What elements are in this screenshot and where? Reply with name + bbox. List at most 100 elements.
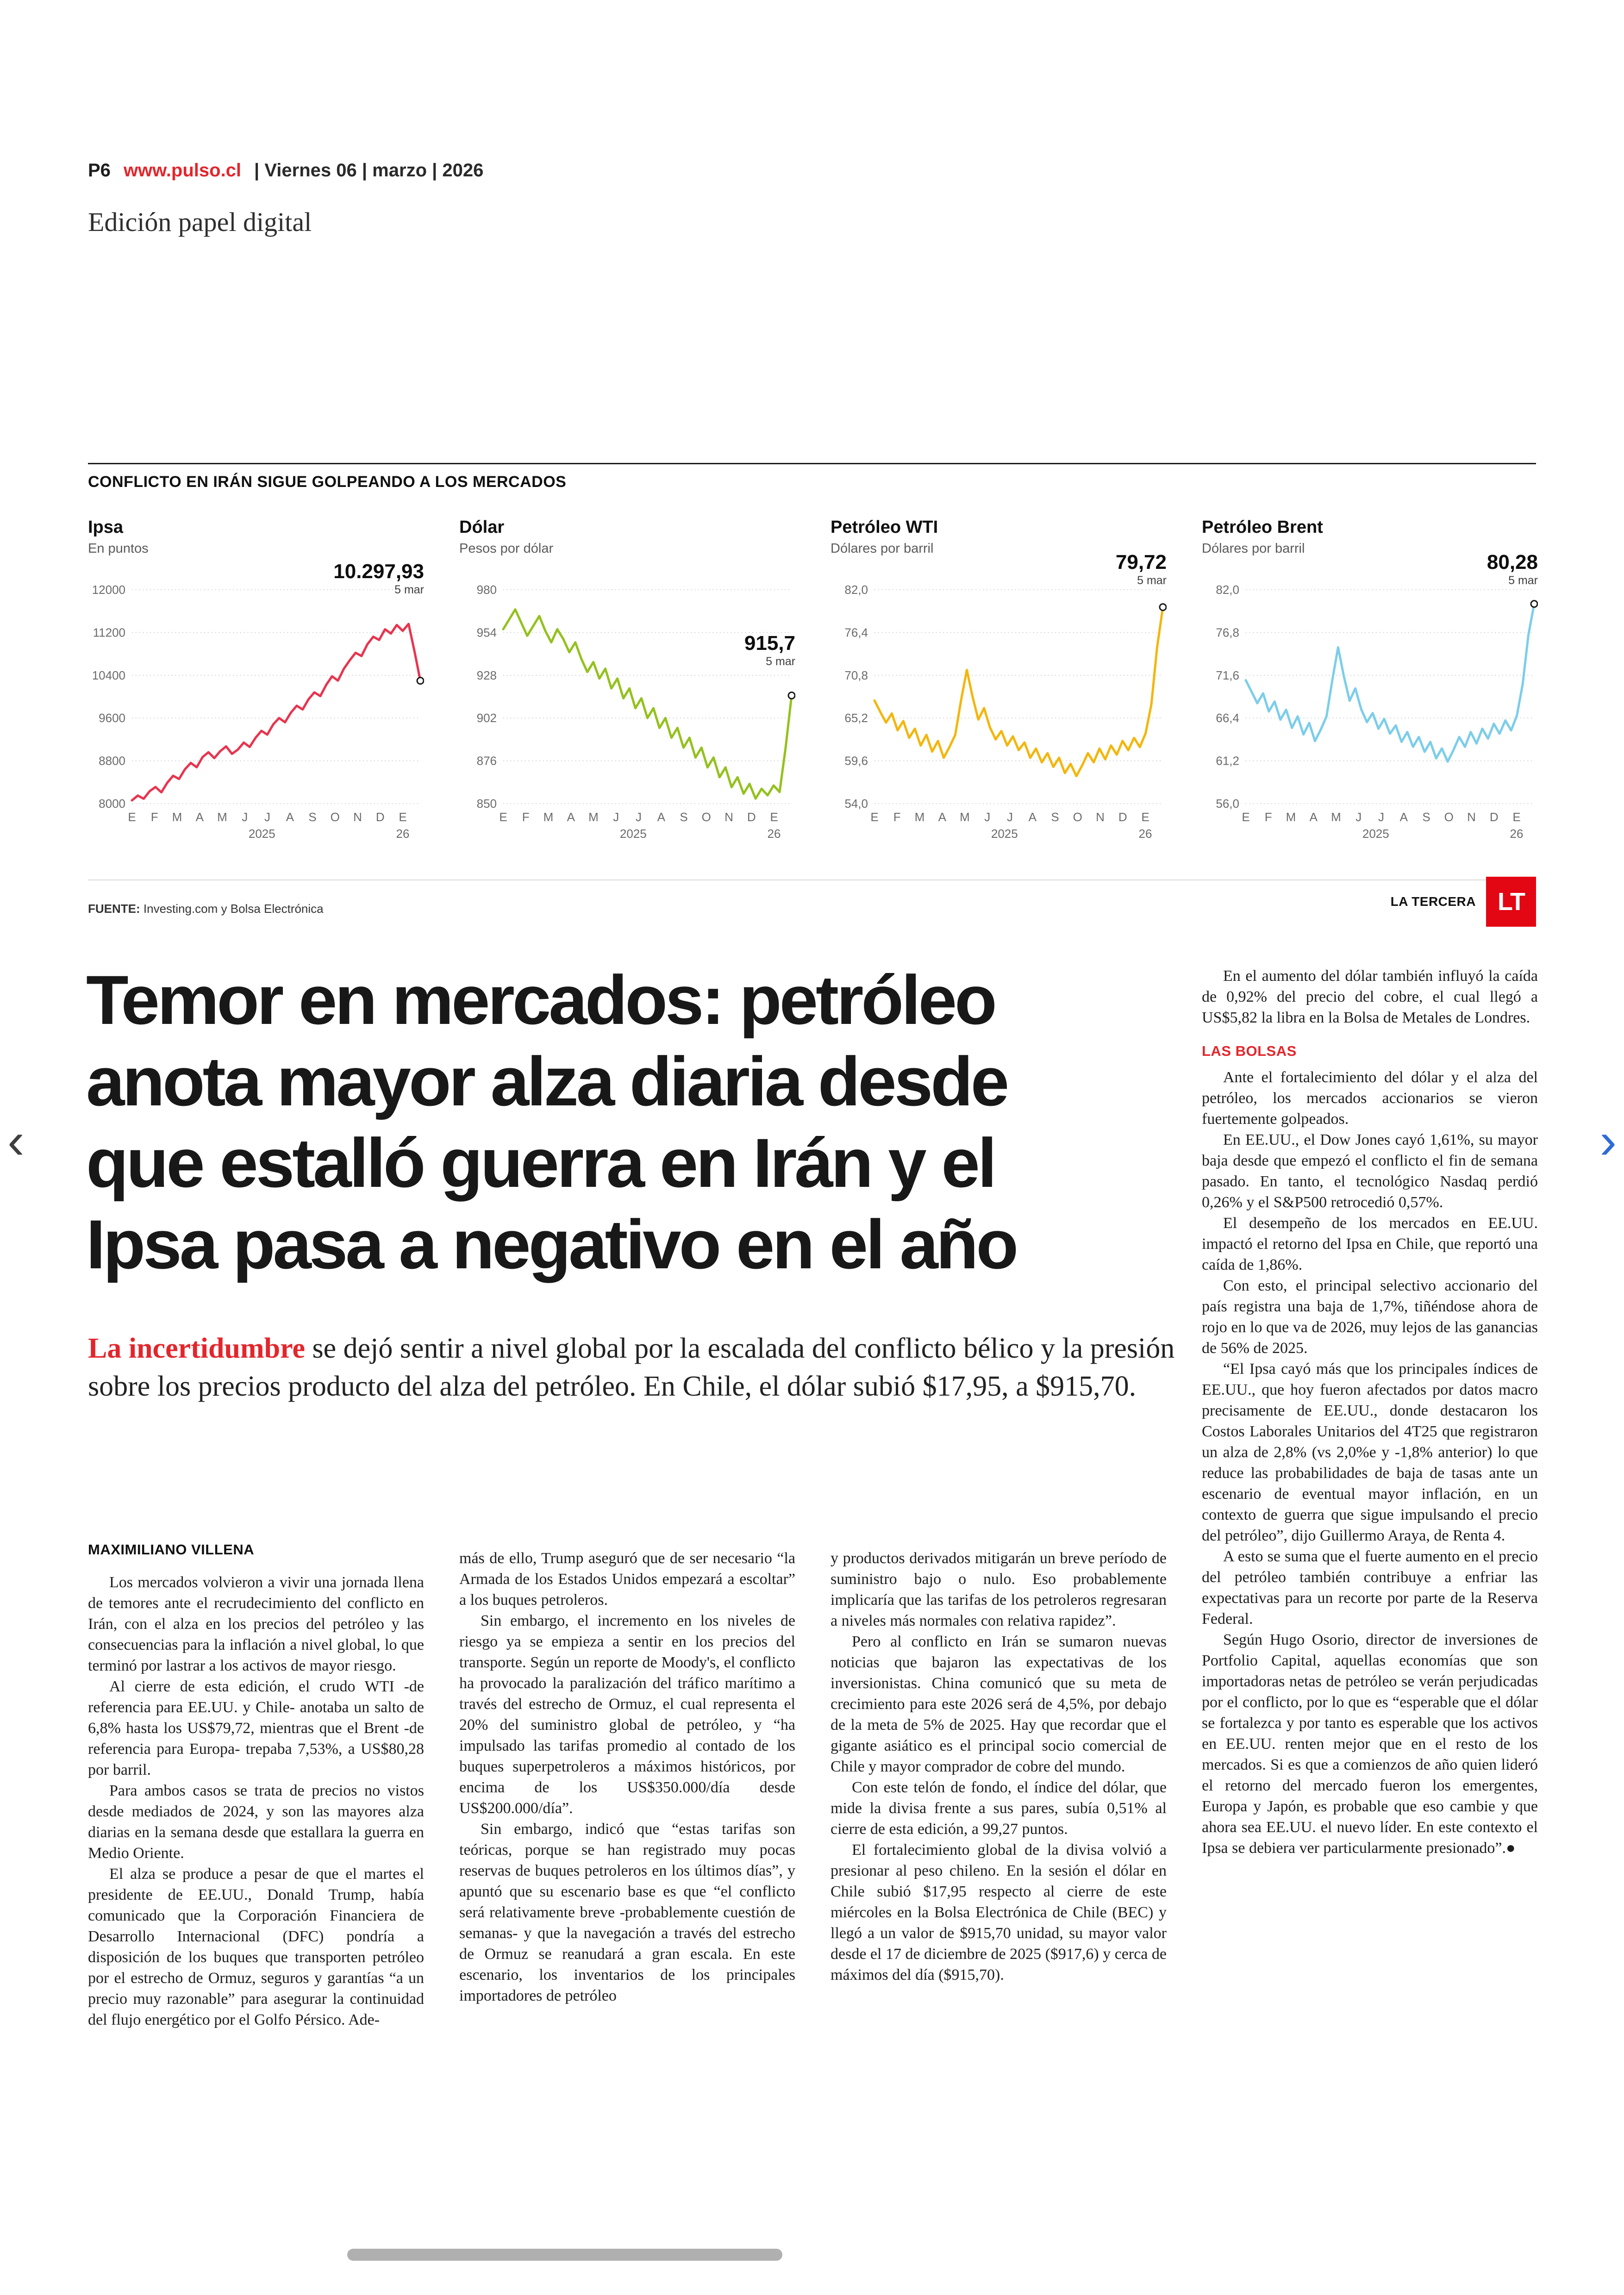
chart-series-line (873, 606, 1164, 778)
x-tick-label: M (915, 810, 925, 824)
chart-subtitle: Dólares por barril (1202, 541, 1305, 556)
brand-row: LA TERCERA LT (1391, 877, 1536, 927)
year-label: 2025 (991, 827, 1018, 841)
chart-latest-value: 10.297,93 5 mar (333, 560, 424, 597)
chart-title: Petróleo Brent (1202, 518, 1323, 537)
chart-latest-value: 915,7 5 mar (744, 632, 795, 668)
paragraph: Con esto, el principal selectivo acciona… (1202, 1277, 1538, 1357)
horizontal-scrollbar-thumb[interactable] (347, 2249, 782, 2261)
paragraph: Ante el fortalecimiento del dólar y el a… (1202, 1069, 1538, 1128)
source-rule (88, 879, 1536, 880)
latest-value-number: 79,72 (1115, 551, 1167, 574)
y-tick-label: 82,0 (844, 583, 868, 597)
x-tick-label: E (399, 810, 406, 824)
headline-line: que estalló guerra en Irán y el (86, 1124, 997, 1202)
chart-dolar: Dólar Pesos por dólar 980 954 928 902 876 850… (459, 518, 795, 841)
lede-lead-in: La incertidumbre (88, 1333, 305, 1364)
x-tick-label: F (151, 810, 158, 824)
body-column-4-rest: Ante el fortalecimiento del dólar y el a… (1202, 1067, 1538, 1858)
x-tick-label: J (1355, 810, 1362, 824)
x-tick-label: S (308, 810, 316, 824)
chevron-left-icon: ‹ (7, 1112, 25, 1169)
x-tick-label: F (1265, 810, 1272, 824)
paragraph: Los mercados volvieron a vivir una jorna… (88, 1574, 424, 1674)
paragraph: Pero al conflicto en Irán se sumaron nue… (831, 1633, 1167, 1775)
x-tick-label: S (680, 810, 687, 824)
source-text: Investing.com y Bolsa Electrónica (140, 902, 324, 916)
la-tercera-logo-icon: LT (1486, 877, 1536, 927)
source-note: FUENTE: Investing.com y Bolsa Electrónic… (88, 902, 324, 916)
charts-row: Ipsa En puntos 12000 11200 10400 9600 8800 80… (88, 518, 1538, 841)
year-label: 2025 (1362, 827, 1389, 841)
x-tick-label: O (1073, 810, 1082, 824)
latest-value-date: 5 mar (766, 655, 795, 668)
issue-date: | Viernes 06 | marzo | 2026 (254, 160, 484, 181)
next-page-button[interactable]: › (1599, 1116, 1617, 1166)
y-tick-label: 70,8 (844, 668, 868, 682)
chart-endpoint-marker (1530, 600, 1538, 608)
chart-brent: Petróleo Brent Dólares por barril 82,0 76… (1202, 518, 1538, 841)
x-tick-label: N (1096, 810, 1105, 824)
x-tick-label: J (242, 810, 248, 824)
x-tick-label: N (725, 810, 733, 824)
x-tick-label: J (1007, 810, 1013, 824)
x-tick-label: N (353, 810, 362, 824)
paragraph: Sin embargo, el incremento en los nivele… (459, 1612, 795, 1817)
x-tick-label: J (1378, 810, 1384, 824)
x-tick-label: A (567, 810, 575, 824)
headline-line: Ipsa pasa a negativo en el año (86, 1205, 1018, 1283)
x-tick-label: A (1400, 810, 1408, 824)
y-tick-label: 11200 (93, 625, 125, 639)
x-tick-label: J (984, 810, 990, 824)
site-link[interactable]: www.pulso.cl (123, 160, 242, 181)
x-tick-label: E (770, 810, 778, 824)
paragraph: más de ello, Trump aseguró que de ser ne… (459, 1550, 795, 1609)
chart-latest-value: 79,72 5 mar (1116, 551, 1167, 587)
page-number: P6 (88, 160, 111, 181)
chevron-right-icon: › (1599, 1112, 1617, 1169)
chart-plot: 82,076,871,666,461,256,0E F M A M J J A S O N D E202… (1216, 583, 1538, 841)
x-tick-label: J (636, 810, 642, 824)
chart-endpoint-marker (416, 677, 424, 685)
y-tick-label: 76,8 (1216, 625, 1239, 639)
y-tick-label: 876 (477, 754, 497, 768)
x-tick-label: J (264, 810, 270, 824)
prev-page-button[interactable]: ‹ (7, 1116, 25, 1166)
year-label: 2025 (620, 827, 647, 841)
charts-section-title: CONFLICTO EN IRÁN SIGUE GOLPEANDO A LOS … (88, 473, 567, 491)
chart-endpoint-marker (787, 692, 795, 699)
x-tick-label: D (1118, 810, 1127, 824)
chart-series-line (502, 608, 793, 800)
x-tick-label: A (196, 810, 204, 824)
chart-endpoint-marker (1159, 603, 1167, 611)
byline: MAXIMILIANO VILLENA (88, 1541, 255, 1558)
y-tick-label: 850 (477, 797, 497, 811)
x-tick-label: M (217, 810, 227, 824)
x-tick-label: M (172, 810, 182, 824)
y-tick-label: 76,4 (844, 625, 868, 639)
y-tick-label: 954 (477, 625, 497, 639)
paragraph: En EE.UU., el Dow Jones cayó 1,61%, su m… (1202, 1131, 1538, 1211)
y-tick-label: 980 (477, 583, 497, 597)
paragraph: Con este telón de fondo, el índice del d… (831, 1779, 1167, 1838)
x-tick-label: O (331, 810, 340, 824)
x-tick-label: S (1422, 810, 1430, 824)
paragraph: El alza se produce a pesar de que el mar… (88, 1865, 424, 2028)
x-tick-label: S (1051, 810, 1059, 824)
body-column-2: más de ello, Trump aseguró que de ser ne… (459, 1548, 795, 2006)
paragraph: A esto se suma que el fuerte aumento en … (1202, 1548, 1538, 1628)
x-tick-label: D (376, 810, 385, 824)
y-tick-label: 71,6 (1216, 668, 1239, 682)
x-tick-label: M (1286, 810, 1296, 824)
x-tick-label: E (1242, 810, 1249, 824)
x-tick-label: A (1310, 810, 1318, 824)
paragraph: Al cierre de esta edición, el crudo WTI … (88, 1678, 424, 1778)
subhead-las-bolsas: LAS BOLSAS (1202, 1043, 1297, 1059)
latest-value-number: 80,28 (1487, 551, 1538, 574)
paragraph: Sin embargo, indicó que “estas tarifas s… (459, 1821, 795, 2004)
paragraph: y productos derivados mitigarán un breve… (831, 1550, 1167, 1629)
latest-value-number: 915,7 (744, 632, 795, 655)
x-tick-label: A (657, 810, 666, 824)
